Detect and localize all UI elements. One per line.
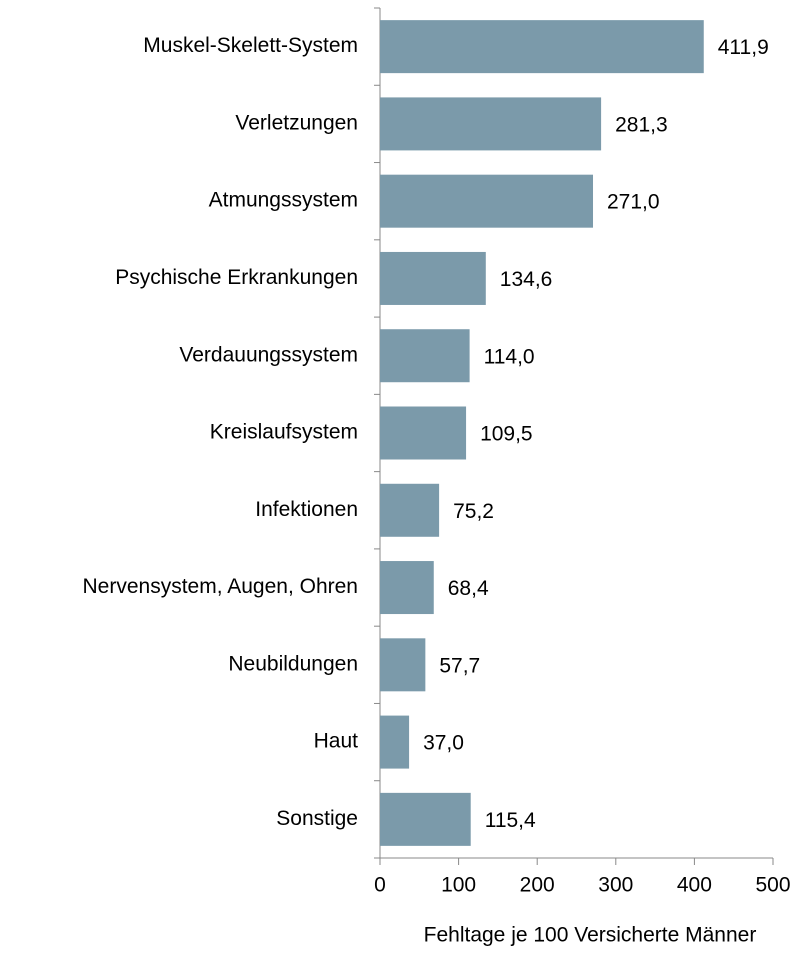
bar — [380, 561, 434, 615]
value-label: 68,4 — [448, 577, 489, 600]
value-label: 271,0 — [607, 191, 660, 214]
x-tick-label: 100 — [441, 874, 476, 897]
y-tick-label: Muskel-Skelett-System — [143, 34, 358, 57]
bar — [380, 792, 471, 846]
value-label: 115,4 — [485, 809, 536, 832]
value-label: 411,9 — [718, 36, 769, 59]
bar — [380, 329, 470, 383]
x-tick-label: 400 — [677, 874, 712, 897]
y-tick-label: Atmungssystem — [209, 189, 358, 212]
y-tick-label: Kreislaufsystem — [210, 421, 358, 444]
bar — [380, 174, 594, 228]
y-tick-label: Infektionen — [255, 498, 358, 521]
x-tick-label: 200 — [520, 874, 555, 897]
bar — [380, 406, 467, 460]
bar — [380, 97, 602, 151]
bar — [380, 715, 410, 769]
y-tick-label: Verletzungen — [235, 111, 358, 134]
y-tick-label: Sonstige — [276, 807, 358, 830]
value-label: 109,5 — [480, 423, 533, 446]
x-tick-label: 0 — [374, 874, 386, 897]
x-tick-label: 500 — [755, 874, 790, 897]
y-tick-label: Psychische Erkrankungen — [115, 266, 358, 289]
bar — [380, 638, 426, 692]
bar — [380, 251, 486, 305]
value-label: 114,0 — [484, 345, 535, 368]
y-tick-label: Haut — [314, 730, 359, 753]
bar — [380, 20, 704, 74]
value-label: 57,7 — [439, 654, 480, 677]
y-tick-label: Nervensystem, Augen, Ohren — [83, 575, 358, 598]
x-tick-label: 300 — [598, 874, 633, 897]
value-label: 134,6 — [500, 268, 553, 291]
y-tick-label: Verdauungssystem — [179, 343, 358, 366]
x-axis-label: Fehltage je 100 Versicherte Männer — [424, 924, 757, 947]
y-tick-label: Neubildungen — [228, 652, 358, 675]
bar — [380, 483, 440, 537]
value-label: 281,3 — [615, 113, 668, 136]
value-label: 37,0 — [423, 732, 464, 755]
value-label: 75,2 — [453, 500, 494, 523]
